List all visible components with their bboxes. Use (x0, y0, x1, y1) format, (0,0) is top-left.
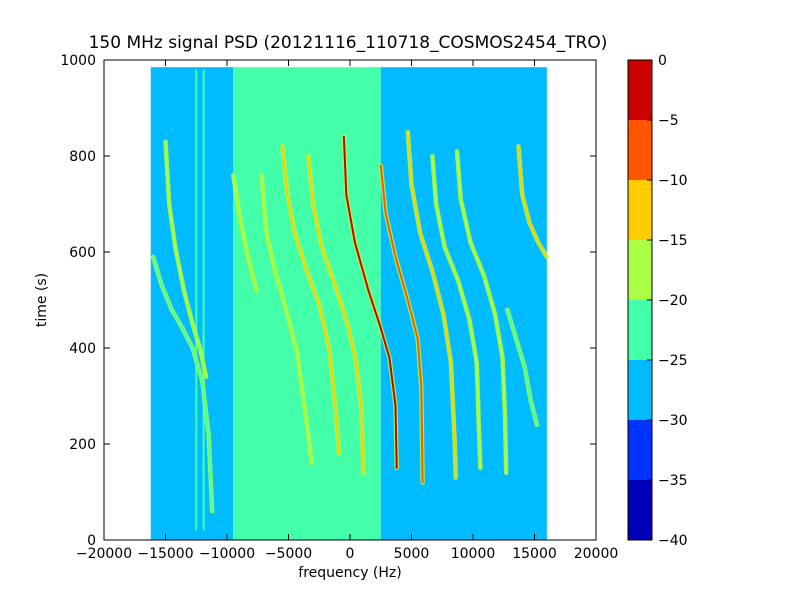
colorbar-segment (628, 360, 652, 420)
signal-trace (232, 174, 258, 292)
signal-trace (506, 308, 538, 426)
signal-trace (406, 131, 457, 479)
signal-trace (152, 255, 214, 513)
signal-trace (379, 164, 424, 484)
x-tick-label: −20000 (76, 546, 132, 562)
x-tick-label: 10000 (451, 546, 496, 562)
colorbar-tick-label: −15 (658, 233, 688, 249)
x-tick-label: 5000 (394, 546, 430, 562)
signal-trace (431, 155, 482, 469)
colorbar-segment (628, 120, 652, 180)
x-tick-label: −5000 (265, 546, 312, 562)
signal-trace (342, 135, 398, 469)
y-tick-label: 200 (69, 437, 96, 453)
y-tick-label: 600 (69, 245, 96, 261)
signal-traces (150, 69, 550, 531)
y-tick-label: 800 (69, 149, 96, 165)
colorbar-tick-label: −5 (658, 113, 679, 129)
colorbar-tick-label: −25 (658, 353, 688, 369)
colorbar-segment (628, 300, 652, 360)
colorbar-tick-label: −35 (658, 473, 688, 489)
x-tick-label: 15000 (512, 546, 557, 562)
colorbar-tick-label: −20 (658, 293, 688, 309)
colorbar-segment (628, 180, 652, 240)
x-axis: −20000 −15000 −10000 −5000 0 5000 10000 15000 20… (76, 60, 618, 562)
signal-trace (281, 145, 340, 455)
colorbar-segment (628, 420, 652, 480)
y-axis: 0 200 400 600 800 1000 (60, 53, 596, 549)
signal-trace (164, 140, 208, 378)
signal-trace (456, 150, 508, 474)
colorbar-segment (628, 60, 652, 120)
x-axis-label: frequency (Hz) (298, 565, 401, 581)
x-tick-label: −15000 (137, 546, 193, 562)
colorbar-tick-label: −40 (658, 533, 688, 549)
heatmap-region (233, 67, 381, 540)
x-tick-label: −10000 (199, 546, 255, 562)
colorbar-segment (628, 480, 652, 540)
colorbar-tick-label: −10 (658, 173, 688, 189)
y-tick-label: 0 (87, 533, 96, 549)
signal-trace (260, 174, 313, 465)
colorbar-tick-label: −30 (658, 413, 688, 429)
x-tick-label: 20000 (574, 546, 619, 562)
plot-area (103, 59, 597, 541)
x-tick-label: 0 (346, 546, 355, 562)
signal-trace (307, 155, 365, 474)
heatmap-region (150, 67, 234, 540)
y-tick-label: 400 (69, 341, 96, 357)
chart-title: 150 MHz signal PSD (20121116_110718_COSM… (89, 33, 608, 53)
colorbar-tick-label: 0 (658, 53, 667, 69)
signal-trace (517, 145, 548, 258)
y-tick-label: 1000 (60, 53, 96, 69)
y-axis-label: time (s) (34, 273, 50, 327)
colorbar: −40 −35 −30 −25 −20 −15 −10 −5 0 (627, 53, 688, 549)
colorbar-segment (628, 240, 652, 300)
